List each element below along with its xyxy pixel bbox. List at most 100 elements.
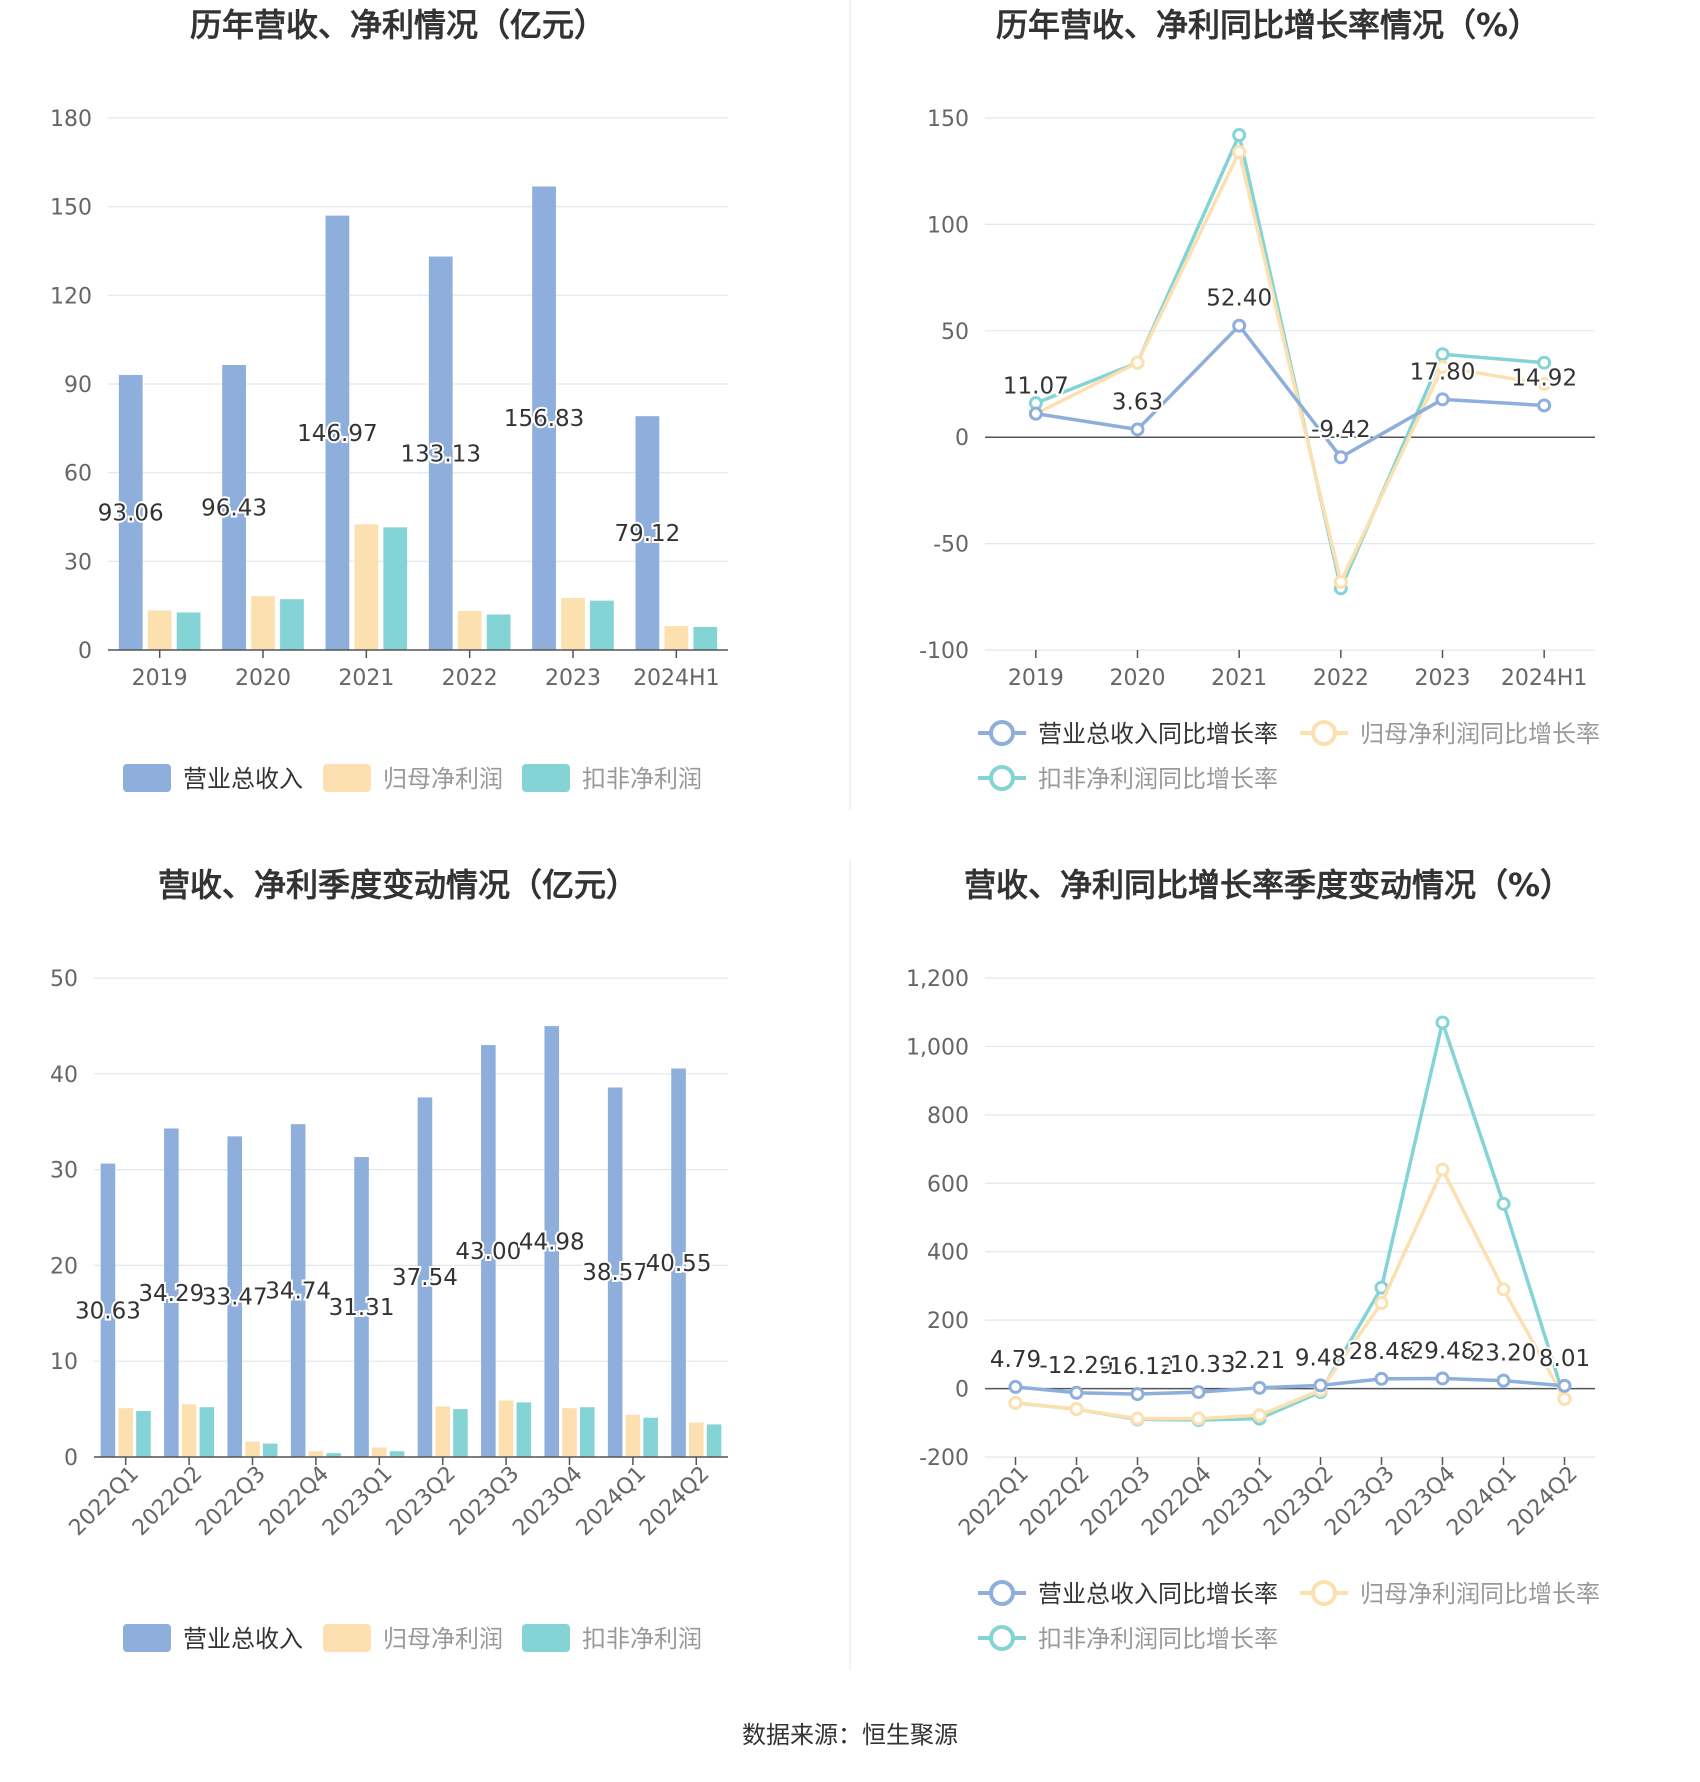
- data-label: 40.55: [646, 1251, 712, 1277]
- bar: [435, 1406, 450, 1457]
- data-label: 9.48: [1295, 1345, 1346, 1371]
- data-label: 96.43: [201, 495, 267, 521]
- data-point: [1435, 1015, 1450, 1030]
- legend-label: 扣非净利润: [582, 1625, 702, 1653]
- bar: [453, 1409, 468, 1457]
- legend-label: 归母净利润: [383, 1625, 503, 1653]
- data-point: [1435, 1371, 1450, 1386]
- bar: [635, 416, 660, 650]
- y-tick-label: -50: [933, 533, 969, 558]
- data-source-note: 数据来源：恒生聚源: [742, 1721, 958, 1749]
- y-tick-label: 30: [50, 1159, 78, 1184]
- data-point: [1537, 355, 1552, 370]
- y-tick-label: 120: [50, 284, 92, 309]
- legend-label: 归母净利润: [383, 765, 503, 793]
- data-label: 29.48: [1410, 1338, 1476, 1364]
- legend-swatch: [323, 764, 371, 792]
- data-label: -10.33: [1161, 1352, 1235, 1378]
- y-tick-label: 150: [50, 196, 92, 221]
- data-label: 28.48: [1349, 1339, 1415, 1365]
- bar: [664, 626, 689, 650]
- legend-label: 营业总收入同比增长率: [1038, 720, 1278, 748]
- y-tick-label: 10: [50, 1350, 78, 1375]
- data-point: [1232, 145, 1247, 160]
- bar: [176, 612, 201, 650]
- bar: [671, 1068, 686, 1457]
- y-tick-label: 150: [927, 107, 969, 132]
- x-tick-label: 2023Q1: [318, 1462, 397, 1541]
- data-point: [1537, 398, 1552, 413]
- data-point: [1557, 1378, 1572, 1393]
- x-tick-label: 2023: [545, 666, 601, 691]
- y-tick-label: 50: [941, 320, 969, 345]
- data-point: [1374, 1371, 1389, 1386]
- y-tick-label: 0: [64, 1446, 78, 1471]
- data-label: 2.21: [1234, 1348, 1285, 1374]
- data-label: 37.54: [392, 1265, 458, 1291]
- bar: [100, 1163, 116, 1457]
- data-point: [1537, 377, 1552, 391]
- bar: [118, 1408, 133, 1457]
- x-tick-label: 2024H1: [633, 666, 720, 691]
- bar: [516, 1402, 532, 1457]
- data-label: 11.07: [1003, 374, 1069, 400]
- chart-title: 历年营收、净利同比增长率情况（%）: [996, 6, 1540, 44]
- bar: [227, 1136, 243, 1457]
- y-tick-label: 50: [50, 967, 78, 992]
- legend-label: 归母净利润同比增长率: [1360, 720, 1600, 748]
- data-point: [1374, 1296, 1389, 1311]
- bar: [590, 600, 614, 650]
- y-tick-label: 600: [927, 1172, 969, 1197]
- chart-title: 历年营收、净利情况（亿元）: [190, 6, 606, 44]
- x-tick-label: 2023Q4: [508, 1462, 587, 1541]
- y-tick-label: 30: [64, 550, 92, 575]
- data-point: [1252, 1408, 1267, 1423]
- bar: [544, 1026, 560, 1457]
- bar: [326, 1453, 341, 1457]
- data-label: 33.47: [202, 1285, 268, 1311]
- bar: [706, 1424, 722, 1457]
- x-tick-label: 2022: [1313, 666, 1369, 691]
- data-point: [1435, 392, 1450, 407]
- legend-swatch-marker: [1311, 720, 1337, 746]
- y-tick-label: 0: [78, 639, 92, 664]
- x-tick-label: 2024H1: [1501, 666, 1588, 691]
- data-point: [1496, 1373, 1511, 1388]
- x-tick-label: 2019: [1008, 666, 1064, 691]
- data-label: 14.92: [1511, 365, 1577, 391]
- quarterly-revenue-profit-chart: 营收、净利季度变动情况（亿元） 0 10 20 30 40 50 30.6334.2933.4…: [50, 866, 728, 1653]
- data-label: 79.12: [614, 521, 680, 547]
- y-tick-label: 1,200: [906, 967, 969, 992]
- data-label: -16.12: [1100, 1354, 1174, 1380]
- data-point: [1130, 1387, 1145, 1402]
- y-tick-label: 1,000: [906, 1035, 969, 1060]
- bar: [689, 1422, 704, 1457]
- legend-label: 营业总收入: [183, 1625, 303, 1653]
- y-tick-label: 180: [50, 107, 92, 132]
- bar: [532, 186, 556, 650]
- data-point: [1069, 1402, 1084, 1417]
- legend-swatch: [522, 1624, 570, 1652]
- data-point: [1313, 1378, 1328, 1393]
- legend-label: 营业总收入同比增长率: [1038, 1580, 1278, 1608]
- bar: [181, 1404, 197, 1457]
- data-label: 3.63: [1112, 389, 1163, 415]
- x-tick-label: 2019: [132, 666, 188, 691]
- bar: [251, 596, 275, 650]
- x-tick-label: 2022Q1: [65, 1462, 144, 1541]
- bar: [372, 1447, 387, 1457]
- legend-swatch: [323, 1624, 371, 1652]
- bar: [643, 1417, 658, 1457]
- x-tick-label: 2022Q2: [128, 1462, 207, 1541]
- series-line: [1035, 150, 1545, 584]
- data-label: -9.42: [1311, 417, 1371, 443]
- data-point: [1191, 1411, 1206, 1426]
- x-tick-label: 2023: [1415, 666, 1471, 691]
- data-point: [1557, 1391, 1572, 1406]
- y-tick-label: 100: [927, 213, 969, 238]
- data-point: [1069, 1385, 1084, 1400]
- bar: [625, 1414, 641, 1457]
- legend-label: 营业总收入: [183, 765, 303, 793]
- bar: [383, 527, 408, 650]
- bar: [136, 1411, 151, 1457]
